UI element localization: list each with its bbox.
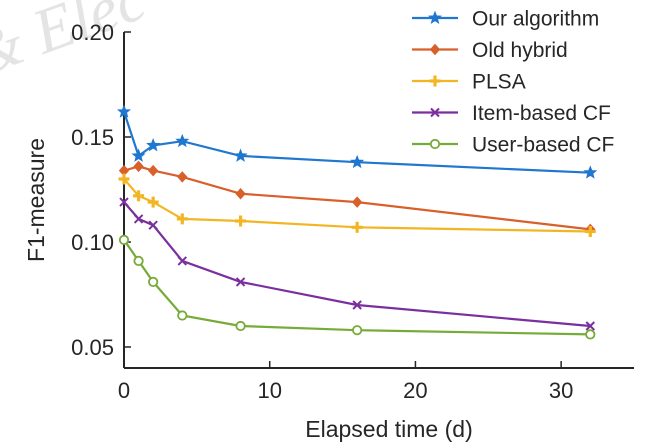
- data-point-plsa: [133, 190, 145, 202]
- data-point-old-hybrid: [351, 196, 363, 208]
- circle-marker-shape: [429, 138, 441, 150]
- data-point-plsa: [584, 226, 596, 237]
- data-point-user-based-cf: [585, 329, 596, 340]
- x-tick-label: 30: [549, 378, 573, 403]
- data-point-user-based-cf: [148, 276, 159, 287]
- data-point-user-based-cf: [177, 310, 188, 321]
- cross-marker-b: [352, 300, 362, 310]
- data-point-old-hybrid: [235, 187, 246, 200]
- cross-marker-b: [585, 321, 595, 331]
- chart-axes: 0.05 0.10 0.15 0.20 0 10 20 30: [71, 20, 634, 403]
- data-point-our-algorithm: [175, 133, 190, 148]
- legend-item-our-algorithm: Our algorithm: [412, 8, 599, 31]
- cross-marker-b: [430, 107, 440, 118]
- legend-marker: [427, 10, 443, 24]
- chart-series: [116, 104, 598, 340]
- data-point-our-algorithm: [233, 148, 248, 162]
- legend-item-item-based-cf: Item-based CF: [412, 102, 611, 125]
- y-tick-label: 0.10: [71, 230, 114, 255]
- diamond-marker-shape: [147, 164, 159, 177]
- y-tick-label: 0.05: [71, 335, 114, 360]
- data-point-old-hybrid: [147, 164, 159, 177]
- x-tick-label: 20: [403, 378, 427, 403]
- y-tick-label: 0.15: [71, 125, 114, 150]
- data-point-plsa: [235, 215, 247, 227]
- x-axis-label: Elapsed time (d): [305, 416, 472, 442]
- data-point-item-based-cf: [133, 214, 144, 224]
- data-point-item-based-cf: [119, 197, 129, 207]
- diamond-marker-shape: [429, 43, 441, 56]
- legend-label: User-based CF: [472, 134, 614, 157]
- legend-marker: [429, 138, 441, 150]
- legend-item-user-based-cf: User-based CF: [412, 134, 614, 157]
- legend-label: Item-based CF: [472, 102, 611, 125]
- star-marker-shape: [583, 165, 598, 179]
- legend-label: Old hybrid: [472, 39, 568, 62]
- diamond-marker-shape: [351, 196, 363, 208]
- data-point-item-based-cf: [235, 277, 246, 287]
- circle-marker-shape: [177, 310, 188, 321]
- data-point-old-hybrid: [177, 171, 188, 183]
- cross-marker-b: [133, 214, 144, 224]
- series-plsa: [118, 173, 596, 237]
- data-point-old-hybrid: [133, 160, 144, 173]
- cross-marker-b: [119, 197, 129, 207]
- cross-marker-b: [235, 277, 246, 287]
- data-point-our-algorithm: [116, 104, 132, 118]
- x-tick-label: 10: [257, 378, 281, 403]
- star-marker-shape: [350, 154, 365, 169]
- data-point-our-algorithm: [350, 154, 365, 169]
- star-marker-shape: [175, 133, 190, 148]
- data-point-plsa: [351, 221, 363, 233]
- star-marker-shape: [233, 148, 248, 162]
- data-point-item-based-cf: [352, 300, 362, 310]
- data-point-user-based-cf: [235, 320, 246, 332]
- diamond-marker-shape: [235, 187, 246, 200]
- y-axis-label: F1-measure: [23, 138, 49, 262]
- circle-marker-shape: [585, 329, 596, 340]
- legend-item-old-hybrid: Old hybrid: [412, 39, 568, 62]
- data-point-user-based-cf: [133, 255, 144, 266]
- legend-label: PLSA: [472, 71, 526, 94]
- data-point-item-based-cf: [177, 256, 187, 266]
- data-point-item-based-cf: [148, 220, 158, 230]
- star-marker-shape: [146, 138, 161, 152]
- circle-marker-shape: [235, 320, 246, 332]
- legend-marker: [429, 75, 441, 87]
- circle-marker-shape: [352, 325, 363, 336]
- circle-marker-shape: [118, 234, 130, 245]
- y-tick-label: 0.20: [71, 20, 114, 45]
- circle-marker-shape: [133, 255, 144, 266]
- series-old-hybrid: [118, 160, 596, 236]
- cross-marker-b: [148, 220, 158, 230]
- legend-label: Our algorithm: [472, 8, 599, 31]
- cross-marker-b: [177, 256, 187, 266]
- series-user-based-cf: [118, 234, 596, 340]
- data-point-plsa: [176, 213, 188, 225]
- circle-marker-shape: [148, 276, 159, 287]
- data-point-our-algorithm: [583, 165, 598, 179]
- data-point-item-based-cf: [585, 321, 595, 331]
- star-marker-shape: [131, 148, 146, 162]
- series-our-algorithm: [116, 104, 598, 179]
- data-point-plsa: [147, 196, 159, 208]
- data-point-user-based-cf: [118, 234, 130, 245]
- legend-marker: [430, 107, 440, 118]
- diamond-marker-shape: [133, 160, 144, 173]
- series-item-based-cf: [119, 197, 595, 331]
- data-point-plsa: [118, 173, 130, 185]
- x-tick-label: 0: [118, 378, 130, 403]
- legend-item-plsa: PLSA: [412, 71, 526, 94]
- data-point-our-algorithm: [146, 138, 161, 152]
- data-point-user-based-cf: [352, 325, 363, 336]
- star-marker-shape: [427, 10, 443, 24]
- legend-marker: [429, 43, 441, 56]
- diamond-marker-shape: [177, 171, 188, 183]
- chart-legend: Our algorithm Old hybrid PLSA Item-based CF…: [412, 8, 614, 157]
- star-marker-shape: [116, 104, 132, 118]
- data-point-our-algorithm: [131, 148, 146, 162]
